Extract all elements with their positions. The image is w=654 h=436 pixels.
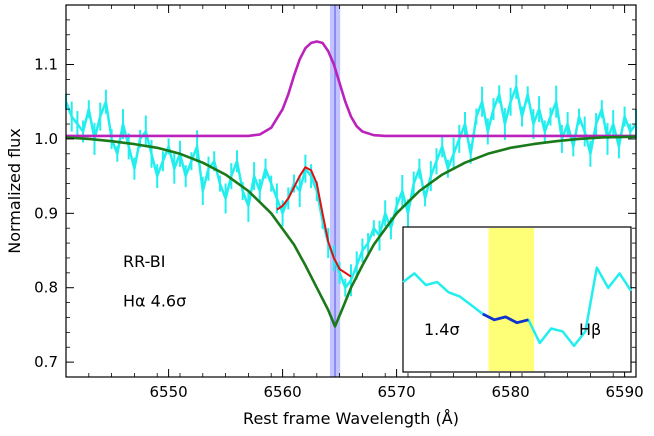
axes-layer	[65, 4, 637, 378]
y-tick-label: 1.0	[34, 130, 58, 148]
x-axis-title: Rest frame Wavelength (Å)	[243, 409, 459, 428]
series-line-2	[65, 135, 637, 328]
annotation-1: Hα 4.6σ	[123, 291, 186, 310]
inset-line-label: Hβ	[579, 320, 601, 339]
y-tick-label: 0.8	[34, 279, 58, 297]
label-layer: 6550 6560 6570 6580 6590 0.7 0.8 0.9 1.0 1.1 Rest …	[5, 56, 644, 428]
plot-frame	[65, 4, 637, 378]
inset-highlight-line	[482, 312, 529, 325]
x-tick-label: 6570	[378, 383, 416, 401]
y-tick-label: 1.1	[34, 56, 58, 74]
y-axis-title: Normalized flux	[5, 128, 24, 254]
series-line-1	[276, 166, 352, 278]
x-tick-label: 6580	[492, 383, 530, 401]
inset-sigma-label: 1.4σ	[424, 320, 460, 339]
x-tick-label: 6590	[606, 383, 644, 401]
x-tick-label: 6550	[150, 383, 188, 401]
inset-layer: 1.4σ Hβ	[402, 226, 633, 373]
series-line-3	[66, 40, 636, 138]
inset-highlight-band	[488, 228, 535, 371]
annotation-0: RR-BI	[123, 252, 165, 271]
y-tick-label: 0.7	[34, 353, 58, 371]
y-tick-label: 0.9	[34, 204, 58, 222]
x-tick-label: 6560	[264, 383, 302, 401]
